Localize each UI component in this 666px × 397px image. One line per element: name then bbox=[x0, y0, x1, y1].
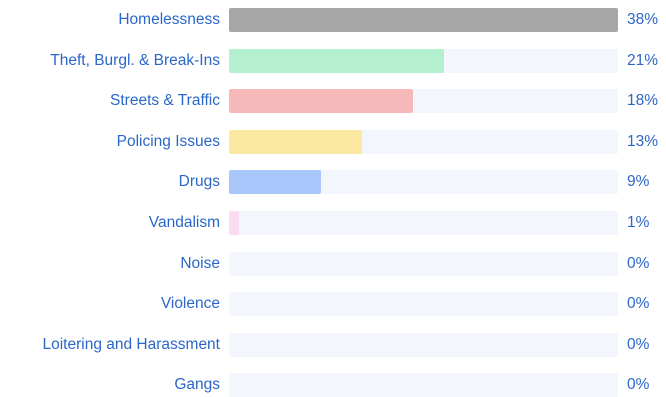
bar-row: Loitering and Harassment 0% bbox=[0, 332, 666, 357]
bar-row: Violence 0% bbox=[0, 292, 666, 317]
bar-track bbox=[229, 8, 618, 32]
bar-row: Vandalism 1% bbox=[0, 211, 666, 235]
category-label: Streets & Traffic bbox=[110, 92, 220, 110]
bar-track bbox=[229, 170, 618, 195]
bar bbox=[229, 129, 363, 154]
value-label: 18% bbox=[627, 92, 659, 110]
bar-track bbox=[229, 48, 618, 73]
value-label: 0% bbox=[627, 335, 650, 353]
bar-row: Homelessness 38% bbox=[0, 8, 666, 32]
bar-row: Gangs 0% bbox=[0, 373, 666, 397]
category-label: Policing Issues bbox=[116, 132, 220, 150]
category-label: Loitering and Harassment bbox=[42, 335, 221, 353]
value-label: 0% bbox=[627, 295, 650, 313]
bar bbox=[229, 48, 444, 73]
category-label: Vandalism bbox=[148, 214, 220, 231]
category-label: Violence bbox=[160, 295, 220, 313]
category-label: Noise bbox=[180, 254, 220, 272]
value-label: 0% bbox=[627, 376, 650, 394]
bar-track bbox=[229, 292, 618, 317]
bar-row: Theft, Burgl. & Break-Ins 21% bbox=[0, 48, 666, 73]
bar-track bbox=[229, 332, 618, 357]
bar-track bbox=[229, 373, 618, 397]
bar-row: Policing Issues 13% bbox=[0, 129, 666, 154]
value-label: 13% bbox=[627, 132, 659, 150]
bar-row: Drugs 9% bbox=[0, 170, 666, 195]
value-label: 38% bbox=[627, 11, 659, 28]
bar bbox=[229, 211, 240, 235]
bar-row: Noise 0% bbox=[0, 251, 666, 276]
value-label: 9% bbox=[627, 173, 650, 191]
bar-track bbox=[229, 89, 618, 114]
bar-track bbox=[229, 251, 618, 276]
category-label: Theft, Burgl. & Break-Ins bbox=[50, 51, 220, 69]
value-label: 1% bbox=[627, 214, 650, 231]
value-label: 0% bbox=[627, 254, 650, 272]
bar bbox=[229, 89, 414, 114]
bar bbox=[229, 8, 618, 32]
bar-track bbox=[229, 129, 618, 154]
category-label: Gangs bbox=[174, 376, 220, 394]
category-label: Drugs bbox=[178, 173, 220, 191]
bar-row: Streets & Traffic 18% bbox=[0, 89, 666, 114]
value-label: 21% bbox=[627, 51, 659, 69]
bar bbox=[229, 170, 322, 195]
category-label: Homelessness bbox=[118, 11, 220, 28]
bar-track bbox=[229, 211, 618, 235]
